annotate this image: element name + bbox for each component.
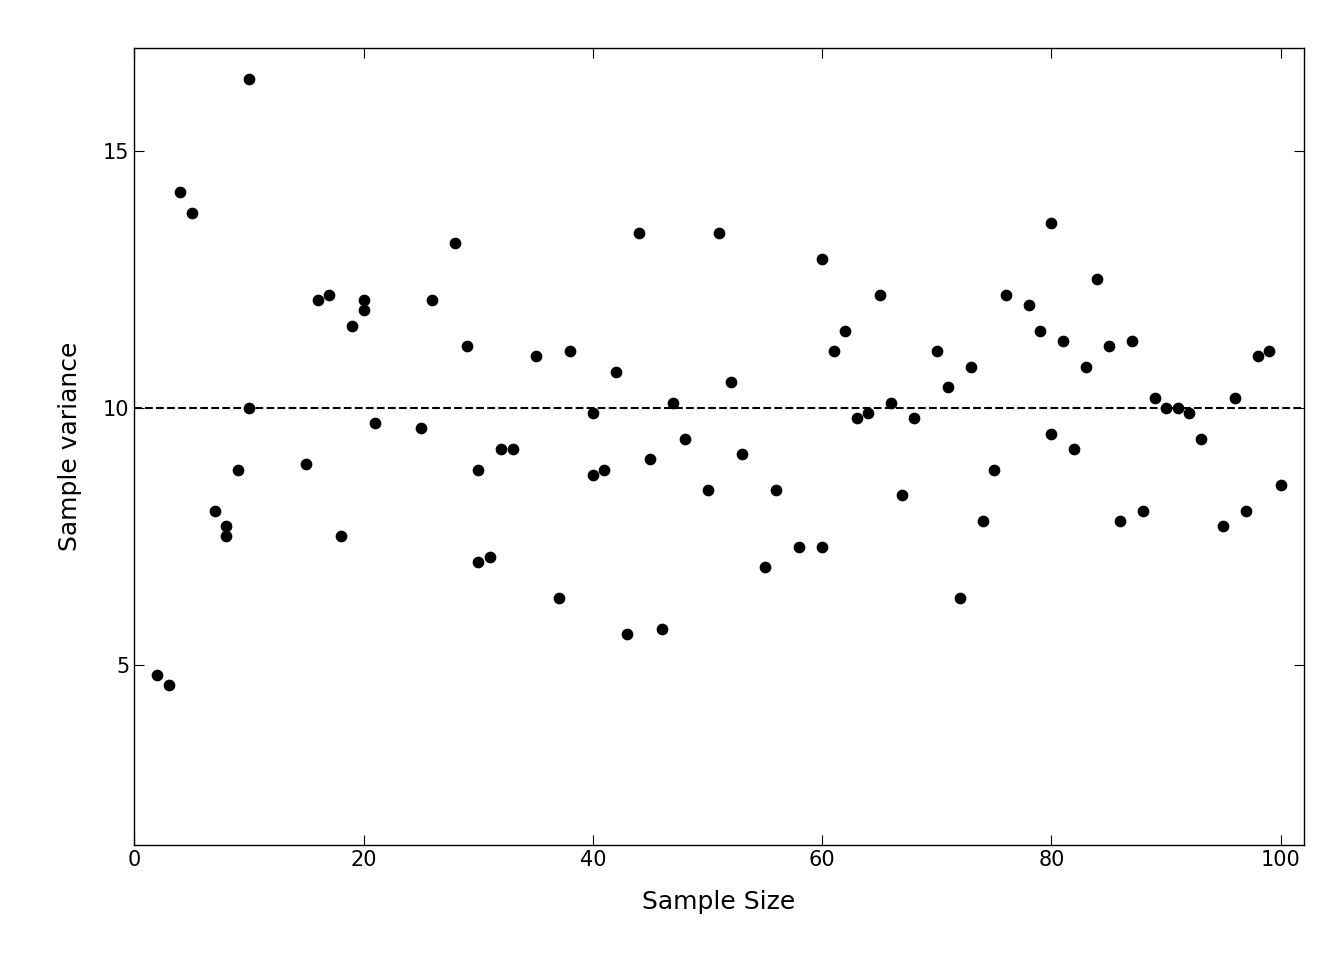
Point [891,488,913,503]
Point [215,529,237,544]
Point [1110,514,1132,529]
Point [468,554,489,569]
Point [708,226,730,241]
Point [845,411,867,426]
Point [1270,477,1292,492]
Point [1144,390,1165,405]
Point [617,626,638,641]
Point [812,539,833,554]
Point [880,395,902,410]
Point [1235,503,1257,518]
Point [1017,298,1039,313]
Point [491,442,512,457]
Point [1133,503,1154,518]
Point [1189,431,1211,446]
Point [238,71,259,86]
Point [319,287,340,302]
Point [731,446,753,462]
Point [1030,324,1051,339]
Point [146,667,168,683]
Point [501,442,523,457]
Point [754,560,775,575]
Point [410,420,431,436]
Point [835,324,856,339]
Point [984,462,1005,477]
Point [594,462,616,477]
Point [169,184,191,200]
Point [868,287,890,302]
Point [1063,442,1085,457]
Point [353,302,375,318]
Point [1258,344,1279,359]
Point [181,204,203,220]
Point [650,621,672,636]
Point [1075,359,1097,374]
Point [1212,518,1234,534]
Point [1040,215,1062,230]
Point [1247,348,1269,364]
Point [972,514,993,529]
Point [605,364,626,379]
Point [696,483,718,498]
Point [720,374,742,390]
Point [238,400,259,416]
Point [789,539,810,554]
Point [331,529,352,544]
Point [478,549,500,564]
Point [926,344,948,359]
Point [640,451,661,467]
Point [995,287,1016,302]
Point [1179,405,1200,420]
Point [582,405,603,420]
X-axis label: Sample Size: Sample Size [642,891,796,915]
Point [938,379,960,395]
Y-axis label: Sample variance: Sample variance [58,342,82,551]
Point [812,252,833,267]
Point [949,590,970,606]
Point [227,462,249,477]
Point [823,344,844,359]
Point [1040,426,1062,442]
Point [1156,400,1177,416]
Point [422,292,444,307]
Point [559,344,581,359]
Point [766,483,788,498]
Point [456,339,477,354]
Point [215,518,237,534]
Point [1098,339,1120,354]
Point [1052,333,1074,348]
Point [548,590,570,606]
Point [1086,272,1107,287]
Point [445,235,466,251]
Point [961,359,982,374]
Point [1224,390,1246,405]
Point [673,431,695,446]
Point [468,462,489,477]
Point [663,395,684,410]
Point [159,678,180,693]
Point [857,405,879,420]
Point [306,292,328,307]
Point [353,292,375,307]
Point [296,457,317,472]
Point [364,416,386,431]
Point [341,318,363,333]
Point [526,348,547,364]
Point [1121,333,1142,348]
Point [1167,400,1188,416]
Point [582,467,603,482]
Point [204,503,226,518]
Point [903,411,925,426]
Point [628,226,649,241]
